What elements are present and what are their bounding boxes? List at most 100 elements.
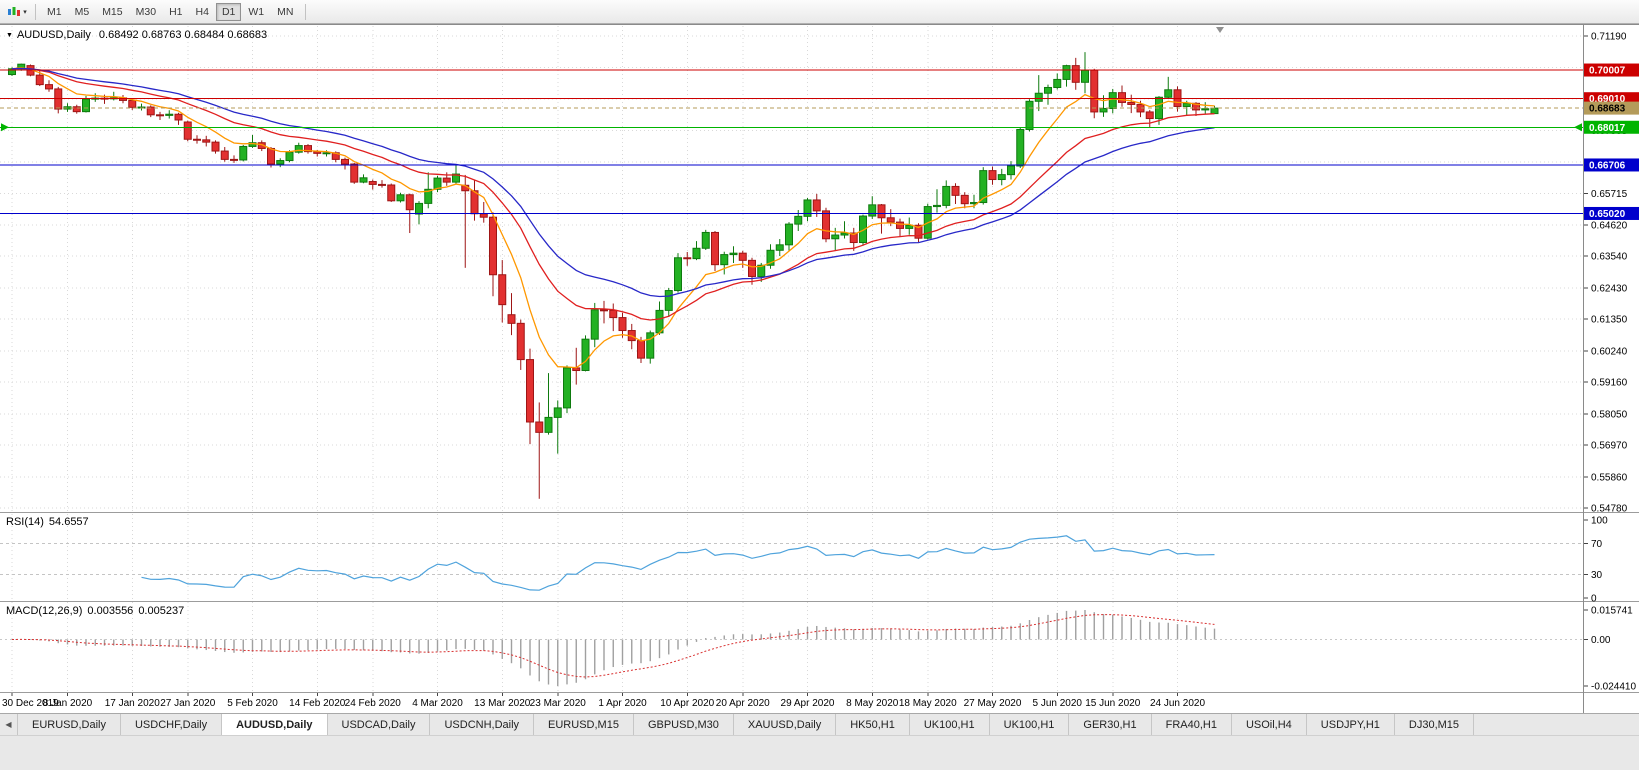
price-axis-label: 0.71190: [1591, 32, 1627, 43]
price-axis-label: 0.58050: [1591, 409, 1628, 420]
date-axis-label: 1 Apr 2020: [598, 698, 647, 709]
timeframe-button-M1[interactable]: M1: [47, 5, 62, 18]
tab-scroll-left-icon[interactable]: ◀: [0, 714, 18, 735]
chart-tab-GER30-H1[interactable]: GER30,H1: [1069, 714, 1152, 735]
chart-menu-icon[interactable]: ▼: [6, 31, 13, 39]
chart-tab-USOil-H4[interactable]: USOil,H4: [1231, 714, 1307, 735]
date-axis-label: 8 Jan 2020: [43, 698, 93, 709]
chart-tab-EURUSD-Daily[interactable]: EURUSD,Daily: [18, 714, 121, 735]
status-bar: [0, 735, 1639, 770]
price-badge-value: 0.68017: [1589, 123, 1626, 134]
date-axis-label: 24 Feb 2020: [345, 698, 402, 709]
timeframe-button-H1[interactable]: H1: [169, 5, 183, 18]
date-axis-label: 23 Mar 2020: [530, 698, 587, 709]
chart-tab-HK50-H1[interactable]: HK50,H1: [836, 714, 910, 735]
price-badge-0.68017: [1584, 120, 1639, 134]
timeframe-toolbar: ▾ M1 M5 M15 M30 H1 H4 D1 W1 MN: [0, 0, 1639, 24]
grid-layer: [0, 26, 1583, 692]
price-badge-value: 0.69010: [1589, 94, 1626, 105]
date-axis-label: 29 Apr 2020: [781, 698, 835, 709]
date-axis-label: 27 Jan 2020: [160, 698, 215, 709]
macd-signal-line: [11, 614, 1215, 678]
chart-tab-UK100-H1[interactable]: UK100,H1: [909, 714, 990, 735]
chevron-down-icon: ▾: [23, 8, 27, 16]
candlestick-chart-icon: [8, 6, 21, 16]
chart-tab-FRA40-H1[interactable]: FRA40,H1: [1151, 714, 1232, 735]
macd-main-value: 0.003556: [87, 605, 134, 617]
price-axis-label: 0.55860: [1591, 472, 1628, 483]
macd-name: MACD(12,26,9): [6, 605, 83, 617]
timeframe-button-D1[interactable]: D1: [215, 2, 242, 21]
price-badge-value: 0.70007: [1589, 66, 1626, 77]
date-axis-label: 24 Jun 2020: [1150, 698, 1205, 709]
price-axis-label: 0.63540: [1591, 252, 1628, 263]
toolbar-separator: [305, 3, 307, 20]
chart-window[interactable]: 0.711900.700950.690000.679050.668100.657…: [0, 24, 1639, 713]
rsi-line: [141, 535, 1215, 591]
price-axis-label: 0.61350: [1591, 315, 1628, 326]
chart-shift-marker[interactable]: [1216, 27, 1224, 33]
chart-tab-EURUSD-M15[interactable]: EURUSD,M15: [534, 714, 634, 735]
chart-tab-USDCAD-Daily[interactable]: USDCAD,Daily: [327, 714, 431, 735]
price-axis-label: 0.65715: [1591, 189, 1628, 200]
rsi-name: RSI(14): [6, 516, 44, 528]
rsi-value: 54.6557: [48, 516, 89, 528]
macd-axis-label: 0.015741: [1591, 606, 1633, 617]
macd-indicator-label: MACD(12,26,9) 0.003556 0.005237: [6, 605, 184, 617]
timeframe-button-M15[interactable]: M15: [102, 5, 123, 18]
level-lines: [0, 69, 1583, 214]
chart-tab-USDCHF-Daily[interactable]: USDCHF,Daily: [120, 714, 223, 735]
date-axis-label: 14 Feb 2020: [289, 698, 346, 709]
macd-axis-labels: 0.015741 0.00 -0.024410: [1584, 606, 1636, 693]
chart-tab-UK100-H1[interactable]: UK100,H1: [989, 714, 1070, 735]
rsi-axis-label: 70: [1591, 539, 1603, 550]
timeframe-button-H4[interactable]: H4: [195, 5, 209, 18]
price-badge-0.68683: [1584, 101, 1639, 115]
timeframe-button-M30[interactable]: M30: [135, 5, 157, 18]
date-axis-label: 18 May 2020: [899, 698, 957, 709]
chart-tab-USDJPY-H1[interactable]: USDJPY,H1: [1306, 714, 1395, 735]
chart-tab-XAUUSD-Daily[interactable]: XAUUSD,Daily: [733, 714, 837, 735]
price-axis-label: 0.60240: [1591, 346, 1628, 357]
chart-tabs: ◀ EURUSD,Daily USDCHF,Daily AUDUSD,Daily US…: [0, 713, 1639, 735]
chart-tab-DJ30-M15[interactable]: DJ30,M15: [1394, 714, 1475, 735]
chart-tab-GBPUSD-M30[interactable]: GBPUSD,M30: [633, 714, 734, 735]
chart-type-icon[interactable]: ▾: [4, 3, 30, 21]
ma-fast-line: [11, 67, 1215, 369]
macd-axis-label: -0.024410: [1591, 682, 1636, 693]
price-badge-0.65020: [1584, 206, 1639, 220]
macd-signal-value: 0.005237: [138, 605, 185, 617]
price-badge-value: 0.66706: [1589, 160, 1626, 171]
rsi-axis-label: 30: [1591, 570, 1603, 581]
ma-mid-line: [11, 67, 1215, 321]
date-axis-label: 5 Jun 2020: [1033, 698, 1083, 709]
date-axis-label: 20 Apr 2020: [716, 698, 770, 709]
price-axis-label: 0.64620: [1591, 220, 1628, 231]
date-axis-label: 13 Mar 2020: [474, 698, 531, 709]
macd-histogram: [20, 610, 1216, 686]
timeframe-button-M5[interactable]: M5: [74, 5, 90, 18]
price-badge-0.66706: [1584, 158, 1639, 172]
timeframe-button-MN[interactable]: MN: [277, 5, 294, 18]
rsi-indicator-label: RSI(14) 54.6557: [6, 516, 89, 528]
chart-title: ▼ AUDUSD,Daily 0.68492 0.68763 0.68484 0.6…: [6, 29, 267, 41]
rsi-axis-label: 100: [1591, 516, 1608, 527]
price-badge-value: 0.65020: [1589, 209, 1626, 220]
price-badge-value: 0.68683: [1589, 104, 1626, 115]
timeframe-button-W1[interactable]: W1: [248, 5, 265, 18]
date-axis-label: 5 Feb 2020: [227, 698, 278, 709]
level-arrow-right: [1574, 123, 1582, 132]
price-axis-label: 0.56970: [1591, 441, 1628, 452]
chart-title-ohlc: 0.68492 0.68763 0.68484 0.68683: [98, 29, 268, 41]
rsi-axis-labels: 100 70 30 0: [1584, 516, 1608, 605]
chart-tab-USDCNH-Daily[interactable]: USDCNH,Daily: [430, 714, 535, 735]
toolbar-separator: [35, 3, 36, 20]
date-axis-label: 10 Apr 2020: [660, 698, 714, 709]
date-axis-label: 17 Jan 2020: [105, 698, 160, 709]
date-axis-label: 15 Jun 2020: [1085, 698, 1140, 709]
chart-tab-AUDUSD-Daily[interactable]: AUDUSD,Daily: [222, 714, 328, 735]
chart-canvas[interactable]: 0.711900.700950.690000.679050.668100.657…: [0, 24, 1639, 713]
price-axis-label: 0.59160: [1591, 378, 1628, 389]
